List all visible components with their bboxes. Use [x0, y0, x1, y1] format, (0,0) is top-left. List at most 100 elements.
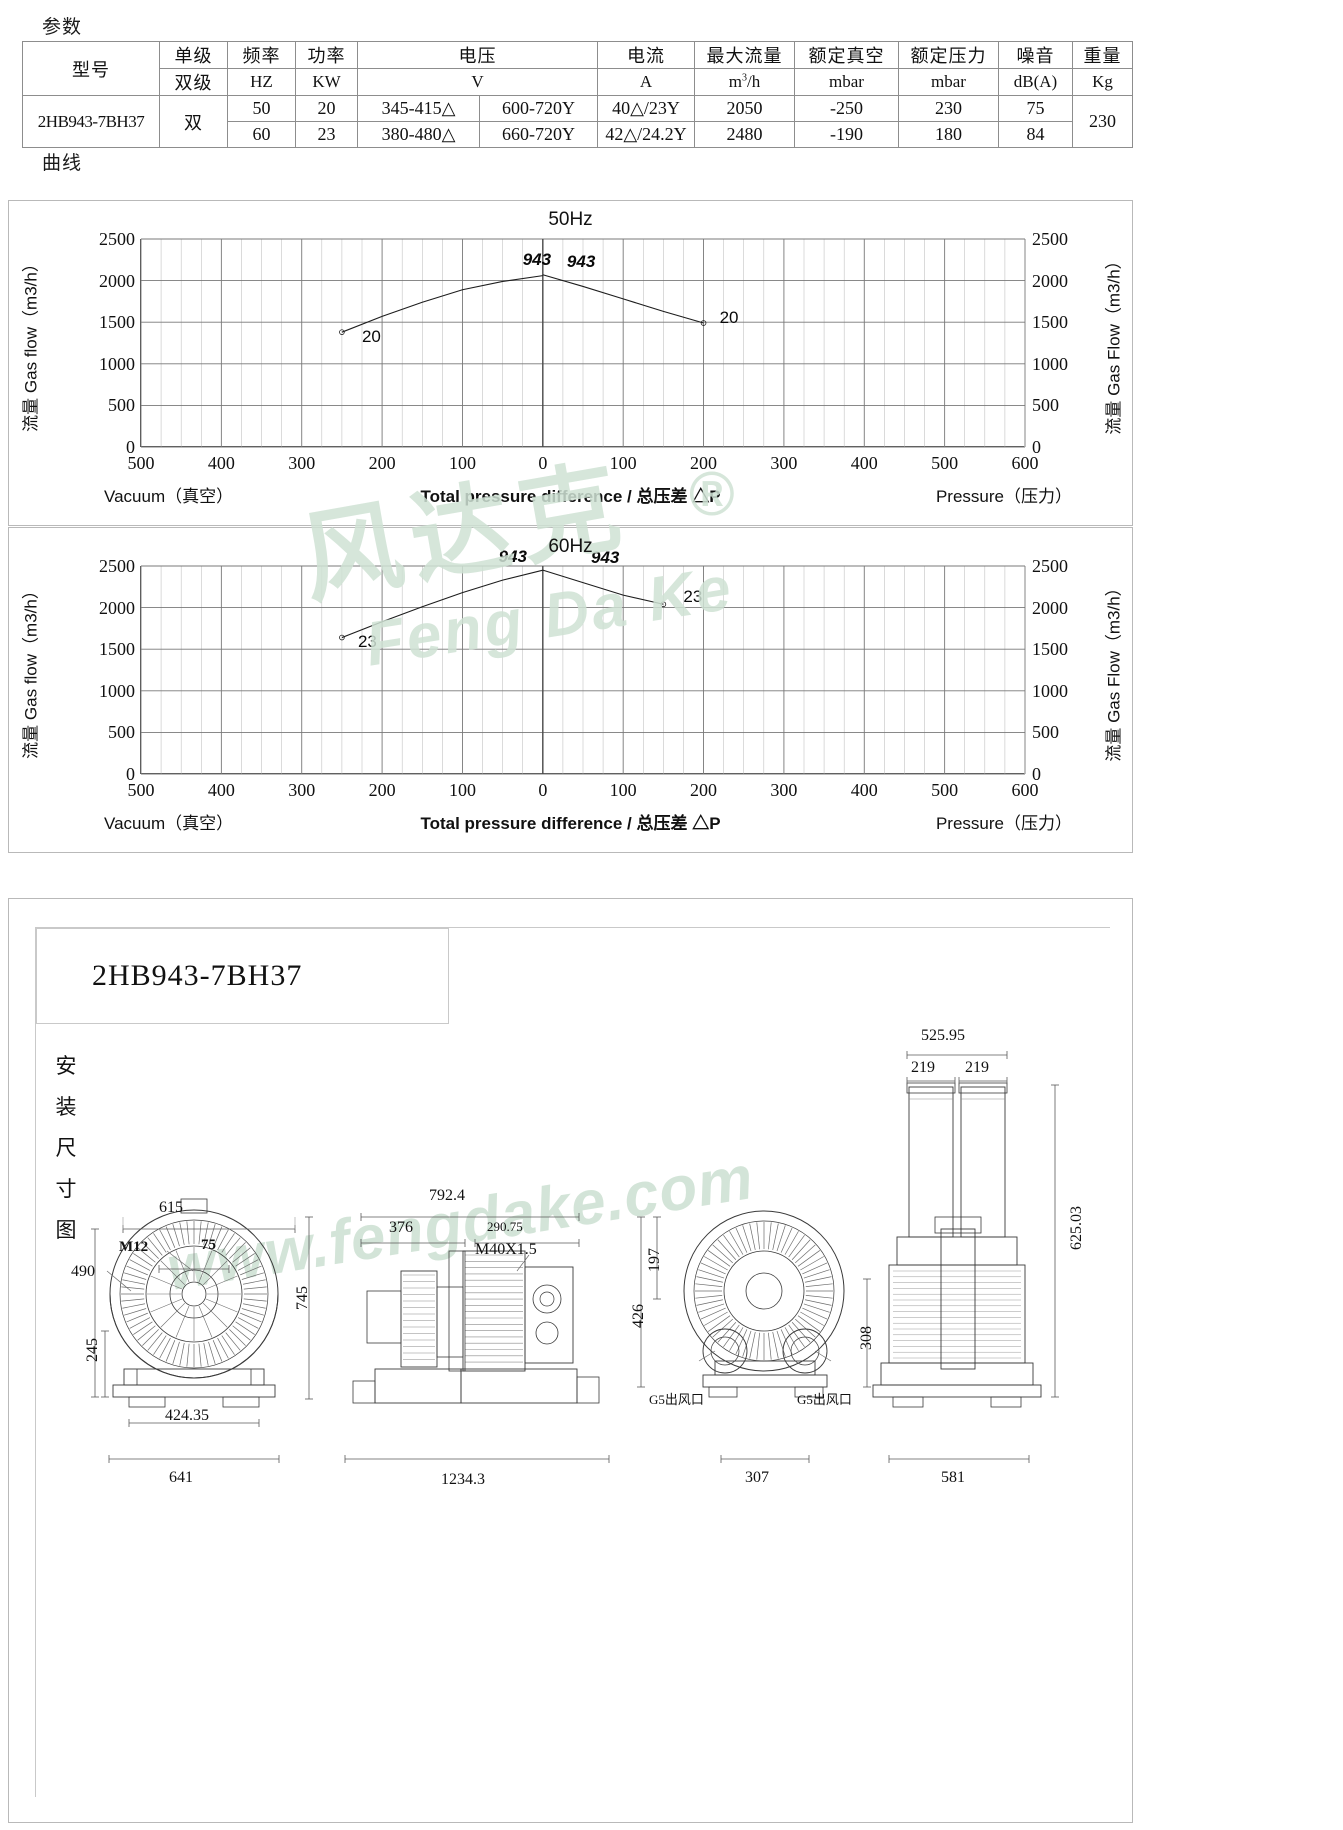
y-tick-right-500: 500 [1032, 395, 1059, 416]
x-axis-label-center: Total pressure difference / 总压差 △P [420, 814, 721, 833]
cell-pressure-60: 180 [898, 121, 999, 148]
cell-voltage-y-50: 600-720Y [479, 95, 598, 122]
unit-m3h: m3/h [694, 68, 795, 96]
y-tick-left-0: 0 [126, 764, 135, 784]
cell-voltage-y-60: 660-720Y [479, 121, 598, 148]
x-tick-300: 300 [288, 780, 316, 800]
y-axis-title-left: 流量 Gas flow（m3/h） [21, 255, 41, 432]
dimension-label-581-23: 581 [941, 1469, 965, 1486]
x-tick-300: 300 [288, 453, 316, 473]
y-tick-left-1500: 1500 [99, 312, 135, 333]
y-tick-right-500: 500 [1032, 722, 1059, 743]
x-axis-label-vacuum: Vacuum（真空） [104, 487, 234, 506]
y-tick-right-1500: 1500 [1032, 312, 1068, 333]
y-tick-right-1000: 1000 [1032, 353, 1068, 374]
parameter-table-wrapper: 型号 单级 频率 功率 电压 电流 最大流量 额定真空 额定压力 噪音 重量 双… [22, 41, 1133, 148]
curve-annotation-943-1: 943 [522, 250, 552, 270]
y-tick-right-2000: 2000 [1032, 270, 1068, 291]
dimension-label-75-2: 75 [201, 1237, 216, 1253]
section-label-curves: 曲线 [42, 153, 83, 174]
dimension-label-197-13: 197 [646, 1248, 663, 1272]
curve-annotation-23-0: 23 [357, 632, 377, 652]
x-tick-400: 400 [207, 780, 235, 800]
unit-v: V [357, 68, 598, 96]
cell-hz-60: 60 [227, 121, 296, 148]
y-tick-right-1500: 1500 [1032, 639, 1068, 660]
cell-flow-50: 2050 [694, 95, 795, 122]
y-axis-title-left: 流量 Gas flow（m3/h） [21, 582, 41, 759]
cell-noise-50: 75 [998, 95, 1073, 122]
y-tick-left-1500: 1500 [99, 639, 135, 660]
x-tick-100: 100 [609, 780, 637, 800]
header-model: 型号 [22, 41, 160, 96]
dimension-label-792.4-8: 792.4 [429, 1187, 465, 1204]
dimension-label-745-5: 745 [294, 1286, 311, 1310]
dimension-label-426-14: 426 [630, 1304, 647, 1328]
unit-mbar-pressure: mbar [898, 68, 999, 96]
dimension-label-1234.3-12: 1234.3 [441, 1471, 485, 1488]
x-tick-400: 400 [850, 780, 878, 800]
dimension-label-G5-17: G5出风口 [649, 1392, 704, 1407]
x-tick-500: 500 [931, 453, 959, 473]
unit-kg: Kg [1072, 68, 1133, 96]
unit-hz: HZ [227, 68, 296, 96]
header-current: 电流 [597, 41, 695, 69]
y-tick-left-500: 500 [108, 395, 135, 416]
x-tick-100: 100 [609, 453, 637, 473]
x-tick-400: 400 [207, 453, 235, 473]
dimension-label-376-9: 376 [389, 1219, 413, 1236]
model-title-box: 2HB943-7BH37 [36, 928, 449, 1024]
cell-vacuum-50: -250 [794, 95, 899, 122]
parameter-table: 型号 单级 频率 功率 电压 电流 最大流量 额定真空 额定压力 噪音 重量 双… [22, 41, 1133, 148]
x-axis-label-pressure: Pressure（压力） [935, 814, 1072, 833]
x-tick-400: 400 [850, 453, 878, 473]
y-tick-right-2500: 2500 [1032, 556, 1068, 576]
header-double-stage: 双级 [159, 68, 228, 96]
y-tick-right-0: 0 [1032, 764, 1041, 784]
y-tick-right-1000: 1000 [1032, 680, 1068, 701]
cell-current-60: 42△/24.2Y [597, 121, 695, 148]
x-tick-200: 200 [690, 780, 718, 800]
x-tick-600: 600 [1011, 453, 1039, 473]
cell-kw-50: 20 [295, 95, 358, 122]
header-rated-vacuum: 额定真空 [794, 41, 899, 69]
unit-kw: KW [295, 68, 358, 96]
x-tick-200: 200 [368, 780, 396, 800]
x-tick-300: 300 [770, 780, 798, 800]
table-header-row-1: 型号 单级 频率 功率 电压 电流 最大流量 额定真空 额定压力 噪音 重量 [22, 41, 1133, 96]
dimension-label-219-21: 219 [965, 1059, 989, 1076]
cell-hz-50: 50 [227, 95, 296, 122]
x-axis-label-pressure: Pressure（压力） [935, 487, 1072, 506]
dimension-label-525.95-19: 525.95 [921, 1027, 965, 1044]
dimension-label-490-3: 490 [71, 1263, 95, 1280]
chart-panel-50hz: 风达克 ® Feng Da Ke 50Hz 流量 Gas flow（m3/h） … [8, 200, 1133, 680]
dimension-label-424.35-6: 424.35 [165, 1407, 209, 1424]
curve-annotation-20-0: 20 [361, 327, 381, 346]
header-max-flow: 最大流量 [694, 41, 795, 69]
cell-flow-60: 2480 [694, 121, 795, 148]
dimension-label-307-16: 307 [745, 1469, 769, 1486]
chart-title-50hz: 50Hz [548, 209, 593, 230]
unit-mbar-vacuum: mbar [794, 68, 899, 96]
y-tick-left-2000: 2000 [99, 597, 135, 618]
x-tick-500: 500 [127, 453, 155, 473]
table-row: 2HB943-7BH37 双 50 20 345-415△ 600-720Y 4… [22, 95, 1133, 148]
x-tick-200: 200 [368, 453, 396, 473]
dimension-drawing-panel: 风达克 ® 2HB943-7BH37 615M1275490245745424.… [8, 898, 1133, 1823]
dimension-label-290.75-10: 290.75 [487, 1219, 523, 1234]
y-tick-left-2000: 2000 [99, 270, 135, 291]
x-tick-100: 100 [448, 453, 476, 473]
x-tick-0: 0 [538, 780, 548, 800]
x-tick-300: 300 [770, 453, 798, 473]
x-axis-label-center: Total pressure difference / 总压差 △P [420, 487, 721, 506]
header-voltage: 电压 [357, 41, 598, 69]
y-axis-title-right: 流量 Gas Flow（m3/h） [1104, 579, 1124, 762]
curve-annotation-20-3: 20 [719, 307, 739, 327]
chart-title-60hz: 60Hz [548, 536, 593, 557]
dimension-label-G5-18: G5出风口 [797, 1392, 852, 1407]
header-weight: 重量 [1072, 41, 1133, 69]
cell-current-50: 40△/23Y [597, 95, 695, 122]
x-axis-label-vacuum: Vacuum（真空） [104, 814, 234, 833]
cell-voltage-delta-50: 345-415△ [357, 95, 480, 122]
cell-model: 2HB943-7BH37 [22, 95, 160, 148]
